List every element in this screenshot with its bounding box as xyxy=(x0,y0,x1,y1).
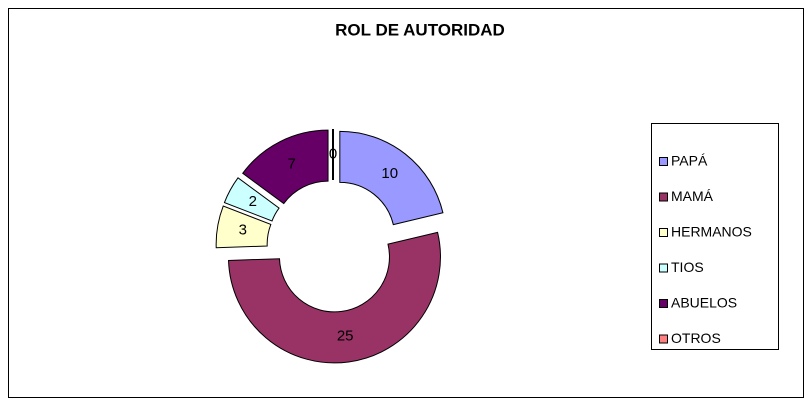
legend-label: TIOS xyxy=(671,259,704,275)
legend-swatch xyxy=(659,192,668,202)
legend-label: MAMÁ xyxy=(671,188,714,204)
data-label: 2 xyxy=(249,193,257,210)
doughnut-segment xyxy=(339,130,444,226)
chart-title: ROL DE AUTORIDAD xyxy=(335,20,505,39)
legend-swatch xyxy=(659,228,668,237)
legend-swatch xyxy=(659,157,668,166)
legend-label: OTROS xyxy=(671,330,721,346)
data-label: 7 xyxy=(288,155,296,172)
data-label: 3 xyxy=(239,222,247,239)
doughnut-segment xyxy=(223,177,280,222)
data-label: 25 xyxy=(337,328,354,345)
doughnut-segment xyxy=(215,205,272,249)
legend-swatch xyxy=(659,334,668,344)
legend-box xyxy=(651,123,779,350)
doughnut-segment xyxy=(228,231,441,364)
legend-label: PAPÁ xyxy=(671,153,708,169)
legend-label: HERMANOS xyxy=(671,224,752,240)
legend-label: ABUELOS xyxy=(671,295,737,311)
data-label: 10 xyxy=(381,165,398,182)
legend-swatch xyxy=(659,263,668,273)
legend-swatch xyxy=(659,299,668,308)
doughnut-segment xyxy=(242,129,329,205)
data-label: 0 xyxy=(329,145,337,162)
